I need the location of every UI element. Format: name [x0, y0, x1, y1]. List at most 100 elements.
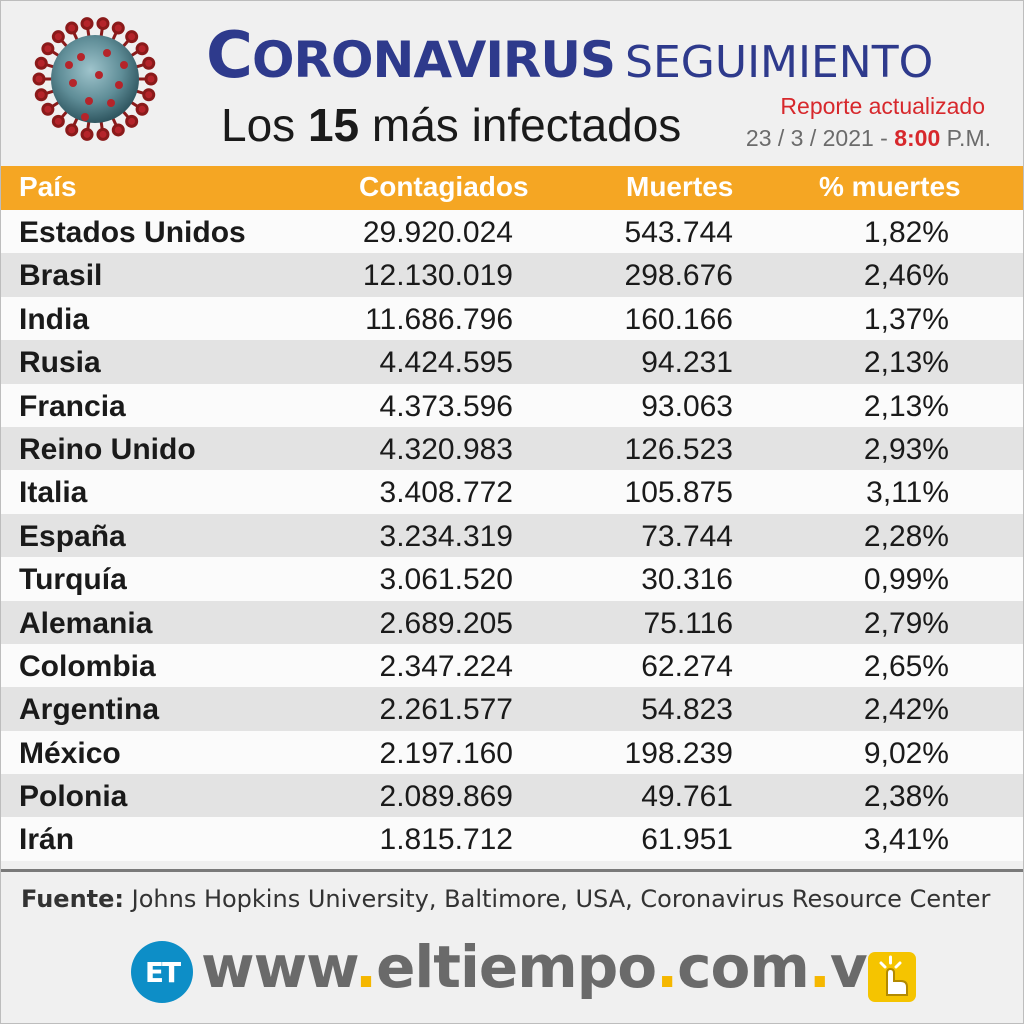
cell-deaths: 54.823: [641, 693, 733, 727]
cell-deaths: 94.231: [641, 346, 733, 380]
source-text: Johns Hopkins University, Baltimore, USA…: [124, 885, 991, 913]
url-name: eltiempo: [376, 933, 657, 1001]
cell-deaths: 543.744: [624, 216, 733, 249]
table-body: Estados Unidos 29.920.024 543.744 1,82% Bras…: [1, 210, 1023, 861]
table-header: País Contagiados Muertes % muertes: [1, 166, 1023, 210]
cell-deaths: 73.744: [641, 519, 733, 553]
subtitle: Los 15 más infectados: [221, 98, 681, 152]
cell-infected: 29.920.024: [362, 216, 513, 249]
table-row: Estados Unidos 29.920.024 543.744 1,82%: [1, 210, 1023, 254]
cell-deaths: 105.875: [624, 476, 733, 510]
cell-infected: 1.815.712: [379, 823, 513, 857]
cell-death-pct: 2,65%: [863, 649, 949, 683]
report-ampm: P.M.: [940, 125, 991, 151]
cell-death-pct: 3,41%: [863, 823, 949, 857]
divider: [1, 869, 1023, 872]
table-row: Italia 3.408.772 105.875 3,11%: [1, 470, 1023, 514]
website-url[interactable]: www.eltiempo.com.ve: [201, 933, 906, 1001]
title-main: CORONAVIRUS: [206, 19, 616, 93]
cell-infected: 4.424.595: [379, 346, 513, 380]
cell-infected: 2.089.869: [379, 780, 513, 814]
cell-deaths: 62.274: [641, 649, 733, 683]
cell-infected: 4.373.596: [379, 389, 513, 423]
table-row: Irán 1.815.712 61.951 3,41%: [1, 817, 1023, 861]
cell-country: Polonia: [19, 780, 128, 814]
report-date-value: 23 / 3 / 2021 -: [745, 125, 895, 151]
table-row: Polonia 2.089.869 49.761 2,38%: [1, 774, 1023, 818]
cell-infected: 2.347.224: [379, 649, 513, 683]
cell-death-pct: 0,99%: [863, 563, 949, 597]
cell-country: India: [19, 302, 90, 336]
column-header-country: País: [19, 171, 77, 202]
report-time: 8:00: [894, 125, 941, 151]
report-date: 23 / 3 / 2021 - 8:00 P.M.: [746, 125, 991, 152]
cell-country: Italia: [19, 476, 88, 510]
table-row: Francia 4.373.596 93.063 2,13%: [1, 383, 1023, 427]
data-table: País Contagiados Muertes % muertes Estad…: [1, 166, 1023, 861]
source-label: Fuente:: [21, 885, 124, 913]
page-title: CORONAVIRUS SEGUIMIENTO: [206, 19, 933, 93]
cell-country: México: [19, 736, 121, 770]
column-header-deaths: Muertes: [626, 171, 734, 202]
cell-country: Alemania: [19, 606, 153, 640]
cell-infected: 4.320.983: [379, 432, 513, 466]
cell-deaths: 75.116: [643, 606, 733, 640]
subtitle-suffix: más infectados: [359, 99, 682, 151]
cell-country: Colombia: [19, 649, 156, 683]
cell-deaths: 160.166: [624, 302, 733, 336]
table-row: México 2.197.160 198.239 9,02%: [1, 730, 1023, 775]
cell-death-pct: 2,79%: [863, 606, 949, 640]
cell-deaths: 126.523: [624, 432, 733, 466]
cell-death-pct: 1,82%: [863, 216, 949, 249]
title-secondary: SEGUIMIENTO: [625, 37, 934, 88]
cell-death-pct: 2,46%: [863, 259, 949, 293]
coronavirus-icon: [32, 17, 158, 141]
column-header-death-pct: % muertes: [819, 171, 961, 202]
cell-death-pct: 2,42%: [863, 693, 949, 727]
subtitle-prefix: Los: [221, 99, 308, 151]
source-note: Fuente: Johns Hopkins University, Baltim…: [21, 885, 990, 913]
cell-death-pct: 9,02%: [863, 736, 949, 770]
cell-death-pct: 2,38%: [863, 780, 949, 814]
cell-infected: 2.689.205: [379, 606, 513, 640]
el-tiempo-logo: ET: [131, 941, 193, 1003]
cell-deaths: 93.063: [641, 389, 733, 423]
cell-infected: 3.408.772: [379, 476, 513, 510]
cell-infected: 3.234.319: [379, 519, 513, 553]
table-row: India 11.686.796 160.166 1,37%: [1, 296, 1023, 341]
table-row: Turquía 3.061.520 30.316 0,99%: [1, 557, 1023, 601]
cell-country: Francia: [19, 389, 126, 423]
cell-deaths: 61.951: [641, 823, 733, 857]
table-row: Argentina 2.261.577 54.823 2,42%: [1, 687, 1023, 731]
table-row: Colombia 2.347.224 62.274 2,65%: [1, 643, 1023, 688]
table-row: España 3.234.319 73.744 2,28%: [1, 513, 1023, 558]
cell-death-pct: 2,93%: [863, 432, 949, 466]
cell-infected: 2.261.577: [379, 693, 513, 727]
cell-death-pct: 2,13%: [863, 346, 949, 380]
cell-country: Reino Unido: [19, 432, 196, 466]
cell-country: España: [19, 519, 126, 553]
report-label: Reporte actualizado: [780, 93, 985, 119]
cell-deaths: 49.761: [641, 780, 733, 814]
url-com: com: [677, 933, 810, 1001]
table-row: Reino Unido 4.320.983 126.523 2,93%: [1, 426, 1023, 471]
table-row: Alemania 2.689.205 75.116 2,79%: [1, 600, 1023, 644]
column-header-infected: Contagiados: [359, 171, 529, 202]
cell-death-pct: 2,13%: [863, 389, 949, 423]
cell-country: Argentina: [19, 693, 160, 727]
cell-country: Turquía: [19, 563, 127, 597]
cell-death-pct: 1,37%: [863, 302, 949, 336]
table-row: Rusia 4.424.595 94.231 2,13%: [1, 340, 1023, 384]
cell-country: Brasil: [19, 259, 103, 293]
subtitle-number: 15: [307, 99, 360, 151]
cell-infected: 3.061.520: [379, 563, 513, 597]
cell-deaths: 298.676: [624, 259, 733, 293]
cell-death-pct: 3,11%: [866, 476, 949, 510]
cell-deaths: 198.239: [624, 736, 733, 770]
cell-infected: 11.686.796: [365, 302, 513, 336]
click-hand-icon: [868, 952, 916, 1002]
url-www: www: [201, 933, 356, 1001]
cell-infected: 12.130.019: [362, 259, 513, 293]
cell-country: Irán: [19, 823, 75, 857]
